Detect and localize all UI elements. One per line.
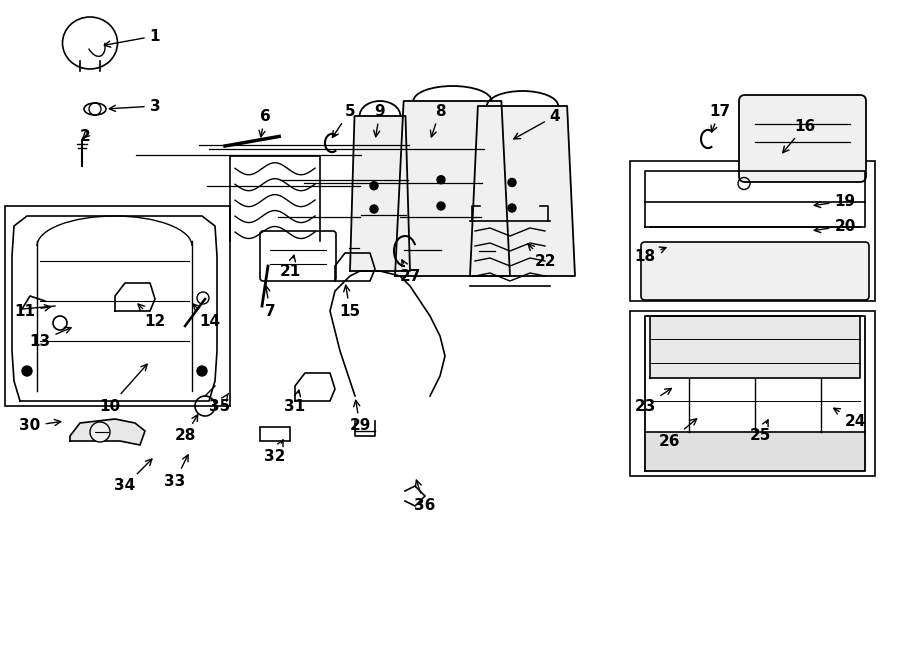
Bar	[630, 161, 875, 301]
Polygon shape	[395, 101, 510, 276]
Text: 18: 18	[634, 247, 666, 264]
Polygon shape	[645, 432, 865, 471]
Text: 8: 8	[430, 104, 446, 137]
Text: 23: 23	[634, 389, 671, 414]
Text: 14: 14	[194, 304, 220, 329]
FancyBboxPatch shape	[641, 242, 869, 300]
Circle shape	[90, 422, 110, 442]
Circle shape	[22, 366, 32, 376]
Text: 24: 24	[833, 408, 866, 428]
Text: 26: 26	[659, 419, 697, 449]
Text: 36: 36	[414, 480, 436, 514]
Text: 21: 21	[279, 255, 301, 278]
Text: 25: 25	[750, 420, 770, 444]
Polygon shape	[70, 419, 145, 445]
Text: 30: 30	[20, 418, 60, 434]
Circle shape	[370, 205, 378, 213]
Text: 10: 10	[99, 364, 147, 414]
Text: 33: 33	[165, 455, 188, 488]
Text: 27: 27	[400, 260, 420, 284]
Circle shape	[197, 366, 207, 376]
Text: 15: 15	[339, 286, 361, 319]
Text: 9: 9	[374, 104, 385, 137]
Text: 29: 29	[349, 401, 371, 434]
Bar	[630, 311, 875, 476]
Text: 20: 20	[814, 219, 856, 233]
Text: 17: 17	[709, 104, 731, 132]
Polygon shape	[650, 316, 860, 378]
Bar	[5, 206, 230, 406]
Text: 28: 28	[175, 414, 198, 444]
Circle shape	[370, 182, 378, 190]
Text: 31: 31	[284, 390, 306, 414]
FancyBboxPatch shape	[739, 95, 866, 182]
Circle shape	[437, 176, 445, 184]
Text: 3: 3	[109, 98, 160, 114]
Text: 35: 35	[210, 393, 230, 414]
Circle shape	[508, 178, 516, 186]
Polygon shape	[350, 116, 410, 271]
Text: 32: 32	[265, 440, 285, 463]
Text: 5: 5	[332, 104, 356, 137]
Text: 34: 34	[114, 459, 152, 494]
Text: 16: 16	[783, 118, 815, 153]
Polygon shape	[470, 106, 575, 276]
Circle shape	[437, 202, 445, 210]
Text: 2: 2	[79, 128, 90, 143]
Circle shape	[508, 204, 516, 212]
Text: 13: 13	[30, 327, 71, 348]
Text: 12: 12	[138, 304, 166, 329]
Bar	[260, 427, 290, 441]
Text: 4: 4	[514, 108, 561, 139]
Text: 1: 1	[104, 28, 160, 47]
Text: 22: 22	[528, 244, 556, 268]
Text: 19: 19	[814, 194, 856, 208]
Text: 11: 11	[14, 303, 50, 319]
Text: 7: 7	[264, 286, 275, 319]
Text: 6: 6	[259, 108, 270, 137]
